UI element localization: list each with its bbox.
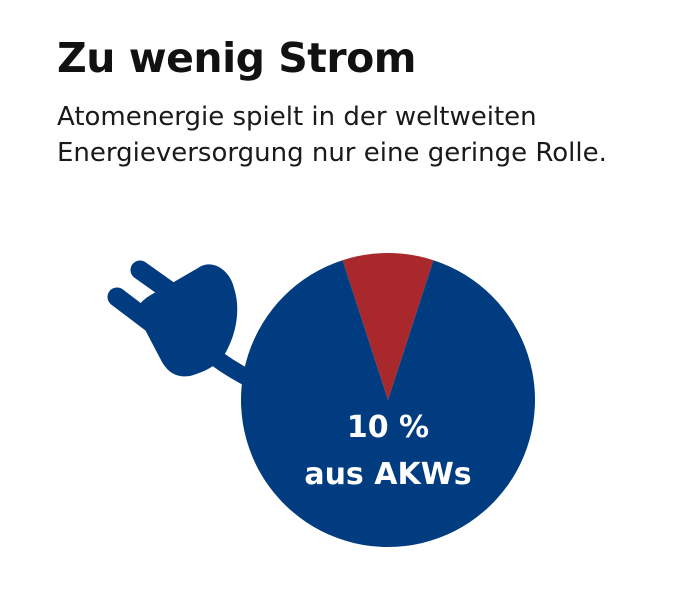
- chart-title: Zu wenig Strom: [57, 34, 416, 82]
- power-plug-icon: [107, 260, 261, 389]
- pie-slice-akw: [342, 253, 434, 400]
- pie-value-label: 10 %: [347, 410, 429, 445]
- pie-slices: [241, 253, 535, 547]
- pie-slice-rest: [241, 260, 535, 547]
- pie-category-label: aus AKWs: [304, 457, 471, 492]
- plug-body: [137, 264, 238, 377]
- chart-subtitle: Atomenergie spielt in der weltweiten Ene…: [57, 102, 607, 168]
